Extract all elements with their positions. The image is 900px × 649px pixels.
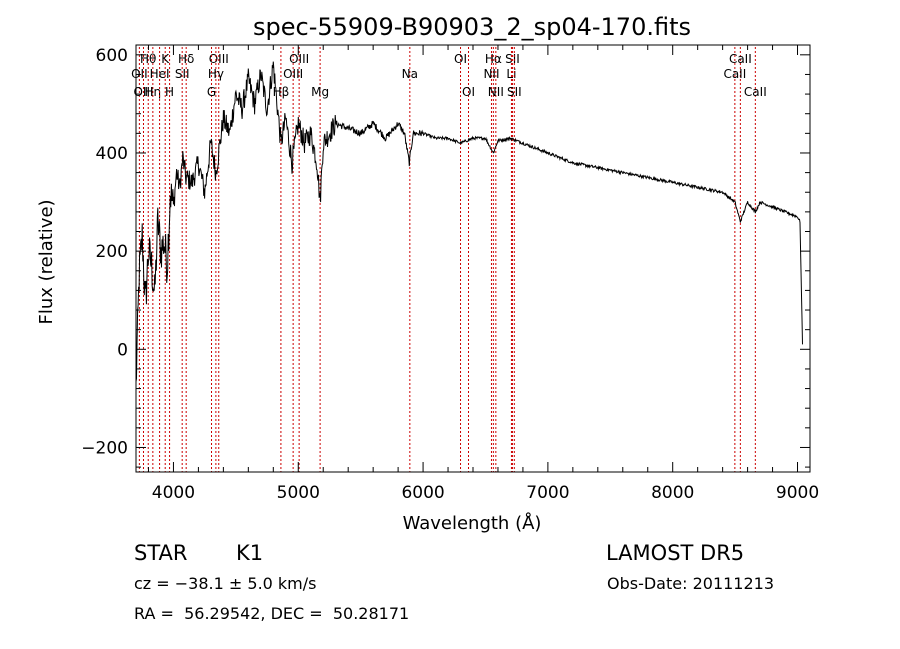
line-marker-label: G [207, 85, 216, 99]
y-tick-label: −200 [81, 438, 128, 458]
y-tick-label: 0 [117, 340, 128, 360]
line-marker-label: CaII [723, 67, 746, 81]
observation-date: Obs-Date: 20111213 [607, 574, 775, 593]
line-marker-label: Mg [311, 85, 329, 99]
object-subclass: K1 [236, 541, 264, 565]
line-marker-label: HeI [150, 67, 170, 81]
line-marker-label: SII [175, 67, 190, 81]
line-marker-label: SII [505, 52, 520, 66]
y-tick-label: 600 [96, 46, 128, 66]
line-marker-label: Hγ [208, 67, 224, 81]
y-tick-label: 200 [96, 242, 128, 262]
line-marker-label: CaII [729, 52, 752, 66]
line-marker-label: Hη [145, 85, 162, 99]
line-marker-label: Hθ [140, 52, 156, 66]
line-marker-label: OIII [133, 85, 153, 99]
spectrum-line [135, 61, 803, 382]
coordinates: RA = 56.29542, DEC = 50.28171 [134, 604, 410, 623]
plot-axes: 4000 5000 6000 7000 8000 9000 −200 0 200 400 600 [81, 44, 819, 503]
line-marker-label: Na [402, 67, 418, 81]
x-tick-label: 9000 [776, 483, 819, 503]
line-marker-label: NII [488, 85, 504, 99]
redshift-velocity: cz = −38.1 ± 5.0 km/s [134, 574, 317, 593]
line-marker-label: NII [483, 67, 499, 81]
x-tick-label: 4000 [152, 483, 195, 503]
line-marker-label: OI [454, 52, 467, 66]
line-marker-label: Li [506, 67, 516, 81]
line-marker-label: K [161, 52, 170, 66]
survey-name: LAMOST DR5 [606, 541, 745, 565]
line-marker-label: SII [507, 85, 522, 99]
line-marker-label: OIII [289, 52, 309, 66]
y-tick-label: 400 [96, 144, 128, 164]
line-marker-label: OI [462, 85, 475, 99]
line-marker-label: OIII [209, 52, 229, 66]
x-axis-label: Wavelength (Å) [403, 512, 542, 534]
line-marker-label: Hδ [178, 52, 194, 66]
line-marker-label: H [165, 85, 174, 99]
plot-frame [135, 44, 811, 473]
chart-title: spec-55909-B90903_2_sp04-170.fits [253, 13, 691, 41]
line-marker-label: CaII [744, 85, 767, 99]
x-tick-label: 5000 [277, 483, 320, 503]
x-tick-label: 7000 [526, 483, 569, 503]
y-axis-label: Flux (relative) [36, 199, 57, 324]
object-class: STAR [134, 541, 188, 565]
line-marker-label: Hα [485, 52, 502, 66]
x-tick-label: 6000 [401, 483, 444, 503]
line-marker-label: OIII [283, 67, 303, 81]
x-tick-label: 8000 [651, 483, 694, 503]
